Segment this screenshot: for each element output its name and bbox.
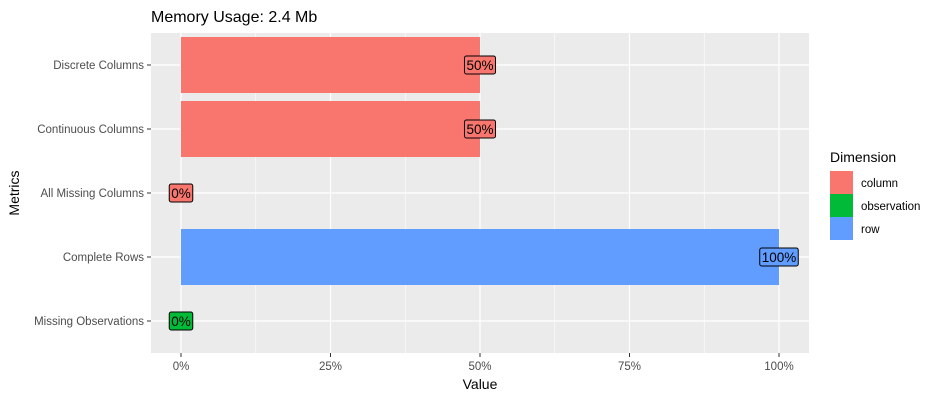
x-tick-label: 50% (468, 361, 491, 373)
data-label-text: 50% (466, 58, 493, 73)
legend: Dimension column observation row (830, 149, 920, 240)
y-tick-label: Complete Rows (63, 252, 144, 264)
x-tick-label: 25% (319, 361, 342, 373)
data-label-box (168, 311, 194, 331)
x-tick-label: 75% (618, 361, 641, 373)
legend-key (830, 171, 853, 194)
y-axis-title: Metrics (6, 170, 22, 215)
data-label-text: 0% (171, 186, 191, 201)
legend-title: Dimension (830, 149, 896, 165)
bar (181, 101, 480, 157)
data-label-box (759, 247, 799, 267)
data-label-box (168, 183, 194, 203)
y-tick-label: Discrete Columns (53, 60, 144, 72)
data-label-text: 100% (762, 250, 797, 265)
bar (181, 229, 779, 285)
x-tick-label: 0% (173, 361, 190, 373)
y-tick-label: All Missing Columns (40, 188, 144, 200)
y-tick-label: Missing Observations (34, 316, 144, 328)
legend-label: observation (861, 201, 920, 213)
x-axis-title: Value (463, 376, 498, 392)
chart-title: Memory Usage: 2.4 Mb (151, 9, 317, 26)
y-axis: Discrete Columns Continuous Columns All Mi… (34, 60, 151, 328)
data-label-text: 0% (171, 314, 191, 329)
data-label: 0% (168, 311, 194, 331)
y-tick-label: Continuous Columns (37, 124, 144, 136)
data-label: 100% (759, 247, 799, 267)
x-tick-label: 100% (764, 361, 793, 373)
data-label-box (463, 119, 497, 139)
data-labels: 50% 50% 0% 100% 0% (168, 55, 799, 331)
data-label: 0% (168, 183, 194, 203)
data-label-box (463, 55, 497, 75)
data-label-text: 50% (466, 122, 493, 137)
x-axis: 0% 25% 50% 75% 100% (173, 353, 794, 373)
data-label: 50% (463, 119, 497, 139)
data-label: 50% (463, 55, 497, 75)
legend-key (830, 194, 853, 217)
legend-label: row (861, 224, 880, 236)
legend-label: column (861, 178, 898, 190)
legend-key (830, 217, 853, 240)
bars (181, 37, 779, 285)
bar (181, 37, 480, 93)
